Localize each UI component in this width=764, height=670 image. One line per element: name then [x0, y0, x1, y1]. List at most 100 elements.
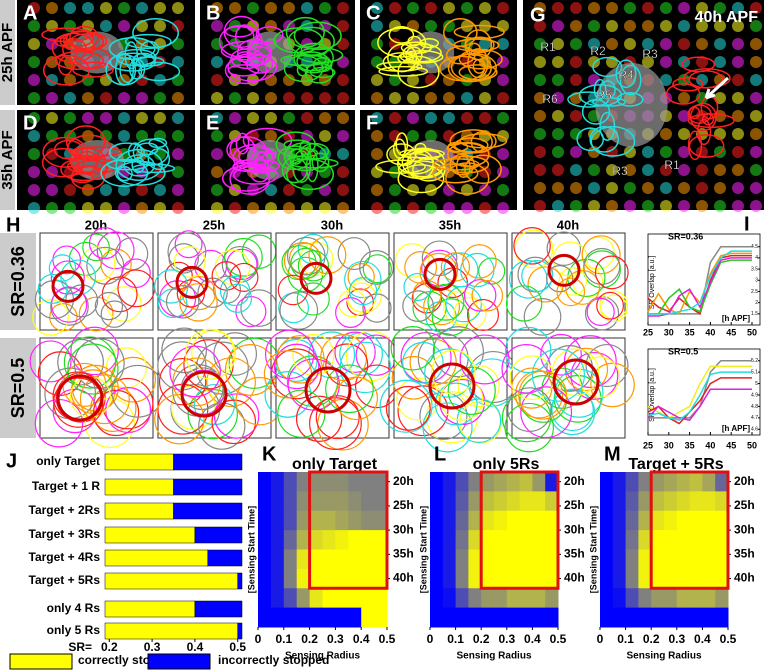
cell-dot: [211, 74, 223, 86]
axon-trace: [304, 62, 334, 84]
cell-dot: [425, 130, 437, 142]
heat-cell: [494, 491, 508, 512]
cell-dot: [172, 184, 184, 196]
heat-cell: [532, 568, 546, 589]
cell-dot: [265, 20, 277, 32]
heat-cell: [468, 568, 482, 589]
cell-dot: [407, 112, 419, 124]
axon-trace: [107, 158, 149, 171]
heat-cell: [374, 472, 388, 492]
cell-dot: [497, 74, 509, 86]
footprint: [211, 399, 257, 445]
cell-dot: [407, 92, 419, 104]
panel-letter: F: [366, 112, 378, 134]
heat-cell: [625, 549, 639, 570]
cell-dot: [28, 20, 40, 32]
axon-trace: [472, 58, 486, 74]
heat-cell: [442, 472, 457, 492]
footprint: [37, 273, 68, 304]
heat-cell: [335, 588, 349, 609]
heat-cell: [664, 510, 678, 531]
cell-dot: [28, 56, 40, 68]
heat-cell: [612, 491, 627, 512]
heat-cell: [702, 549, 716, 570]
heat-cell: [532, 549, 546, 570]
bar-correct: [104, 549, 208, 567]
heat-cell: [296, 588, 311, 609]
axon-trace: [230, 48, 265, 70]
heat-cell: [481, 549, 495, 570]
heat-cell: [481, 607, 495, 628]
heat-cell: [361, 607, 375, 628]
cell-dot: [211, 184, 223, 196]
heat-cell: [442, 568, 457, 589]
cell-dot: [229, 130, 241, 142]
cell-dot: [118, 112, 130, 124]
heat-cell: [702, 607, 716, 628]
heat-cell: [468, 472, 482, 492]
heat-cell: [689, 588, 703, 609]
cell-dot: [46, 112, 58, 124]
axon-trace: [397, 164, 445, 194]
heat-cell: [638, 491, 652, 512]
cell-dot: [534, 74, 546, 86]
heat-cell: [258, 491, 272, 512]
y-label: SR Overlap [a.u.]: [649, 256, 656, 310]
x-tick-label: 30: [664, 327, 674, 337]
cell-dot: [570, 182, 582, 194]
cell-dot: [660, 164, 672, 176]
footprint: [578, 356, 621, 399]
heat-cell: [258, 510, 272, 531]
axon-trace: [131, 163, 176, 174]
cell-dot: [28, 92, 40, 104]
footprint: [546, 231, 582, 266]
y-tick-label: 40h: [564, 571, 585, 585]
cell-dot: [443, 112, 455, 124]
h-time: 35h: [439, 217, 461, 232]
cell-dot: [588, 200, 600, 212]
bar-incorrect: [173, 502, 243, 520]
heat-cell: [481, 472, 495, 492]
cell-dot: [172, 112, 184, 124]
cell-dot: [534, 110, 546, 122]
footprint: [390, 325, 436, 371]
axon-trace: [41, 27, 93, 43]
cell-dot: [28, 184, 40, 196]
chart-title: only Target: [292, 456, 378, 473]
x-label: Sensing Radius: [285, 651, 360, 662]
cell-dot: [624, 20, 636, 32]
cell-dot: [82, 184, 94, 196]
heat-cell: [430, 549, 444, 570]
footprint: [391, 355, 436, 400]
heat-cell: [715, 472, 729, 492]
axon-trace: [147, 148, 171, 171]
heat-cell: [322, 510, 336, 531]
bar-incorrect: [237, 572, 243, 590]
axon-trace: [592, 56, 623, 78]
cell-dot: [301, 202, 313, 214]
heat-cell: [600, 530, 614, 550]
footprint: [347, 263, 375, 291]
footprint: [165, 285, 200, 319]
footprint: [531, 348, 585, 402]
cell-dot: [714, 182, 726, 194]
heat-cell: [309, 588, 323, 609]
cell-dot: [642, 20, 654, 32]
cell-dot: [497, 92, 509, 104]
heat-cell: [625, 472, 639, 492]
cell-dot: [714, 200, 726, 212]
cell-dot: [337, 20, 349, 32]
footprint: [520, 386, 573, 439]
cell-dot: [211, 166, 223, 178]
heat-cell: [715, 549, 729, 570]
heat-cell: [430, 530, 444, 550]
cell-dot: [28, 38, 40, 50]
heat-cell: [322, 549, 336, 570]
heat-cell: [625, 588, 639, 609]
cell-dot: [283, 202, 295, 214]
x-tick-label: 35: [685, 327, 695, 337]
axon-trace: [72, 61, 114, 78]
footprint: [296, 282, 330, 316]
heat-cell: [494, 607, 508, 628]
cell-dot: [154, 112, 166, 124]
